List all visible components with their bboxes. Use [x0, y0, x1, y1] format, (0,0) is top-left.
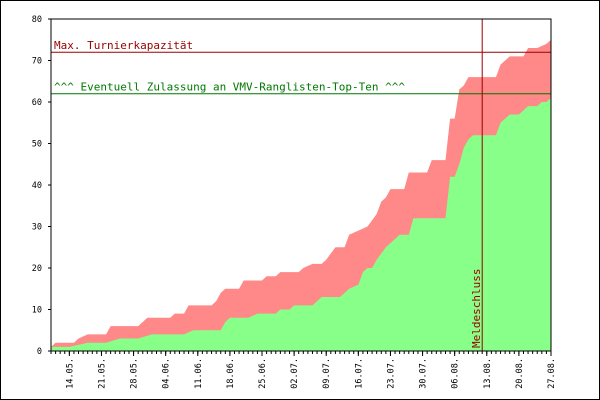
x-tick-label: 25.06. [258, 358, 268, 389]
y-tick-label: 50 [32, 140, 42, 150]
x-tick-label: 02.07. [290, 358, 300, 389]
x-tick-label: 14.05. [65, 358, 75, 389]
y-tick-label: 60 [32, 98, 42, 108]
x-tick-label: 23.07. [386, 358, 396, 389]
reference-line-layer: Max. Turnierkapazität ^^^ Eventuell Zulas… [51, 19, 551, 351]
reference-line-label-0: Max. Turnierkapazität [54, 39, 193, 52]
y-tick-label: 30 [32, 223, 42, 233]
x-tick-label: 13.08. [483, 358, 493, 389]
x-tick-label: 09.07. [322, 358, 332, 389]
x-axis: 14.05. 21.05. 28.05. 04.06. 11.06. 18.06. 25.0… [50, 351, 557, 389]
x-tick-label: 16.07. [354, 358, 364, 389]
y-tick-label: 20 [32, 264, 42, 274]
series-area-lower [51, 97, 551, 351]
x-tick-label: 11.06. [194, 358, 204, 389]
x-tick-label: 28.05. [130, 358, 140, 389]
y-tick-label: 70 [32, 57, 42, 67]
y-tick-label: 40 [32, 181, 42, 191]
x-tick-label: 30.07. [419, 358, 429, 389]
y-axis: 0 10 20 30 40 50 60 70 80 [32, 15, 51, 357]
x-tick-label: 04.06. [162, 358, 172, 389]
y-tick-label: 10 [32, 306, 42, 316]
reference-line-label-2: Meldeschluss [470, 269, 483, 348]
x-tick-label: 20.08. [515, 358, 525, 389]
reference-line-label-1: ^^^ Eventuell Zulassung an VMV-Rangliste… [54, 81, 405, 94]
x-tick-label: 18.06. [226, 358, 236, 389]
x-tick-label: 06.08. [451, 358, 461, 389]
y-tick-label: 80 [32, 15, 42, 25]
x-tick-label: 27.08. [547, 358, 557, 389]
area-layer [51, 39, 551, 351]
y-tick-label: 0 [37, 347, 42, 357]
x-tick-label: 21.05. [97, 358, 107, 389]
